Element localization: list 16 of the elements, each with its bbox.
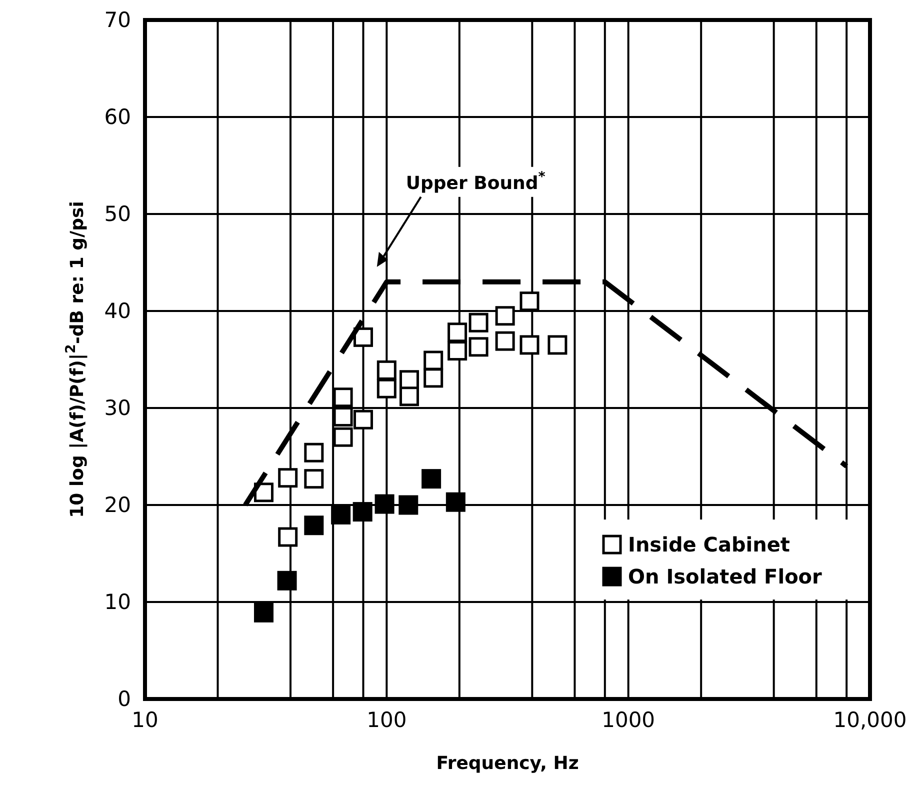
y-tick-label: 40 xyxy=(104,299,131,323)
y-tick-label: 60 xyxy=(104,105,131,129)
legend-label: Inside Cabinet xyxy=(628,532,790,557)
legend-label: On Isolated Floor xyxy=(628,564,822,589)
y-tick-label: 50 xyxy=(104,202,131,226)
y-tick-label: 0 xyxy=(118,687,131,711)
y-tick-label: 10 xyxy=(104,590,131,614)
x-tick-label: 10 xyxy=(132,708,158,732)
y-tick-label: 70 xyxy=(104,8,131,32)
y-tick-label: 30 xyxy=(104,396,131,420)
x-axis-title: Frequency, Hz xyxy=(436,753,579,774)
x-tick-label: 1000 xyxy=(602,708,656,732)
x-tick-label: 100 xyxy=(366,708,407,732)
x-tick-label: 10,000 xyxy=(833,708,907,732)
y-tick-label: 20 xyxy=(104,493,131,517)
annotation: Upper Bound$^{*}$ xyxy=(406,168,546,194)
